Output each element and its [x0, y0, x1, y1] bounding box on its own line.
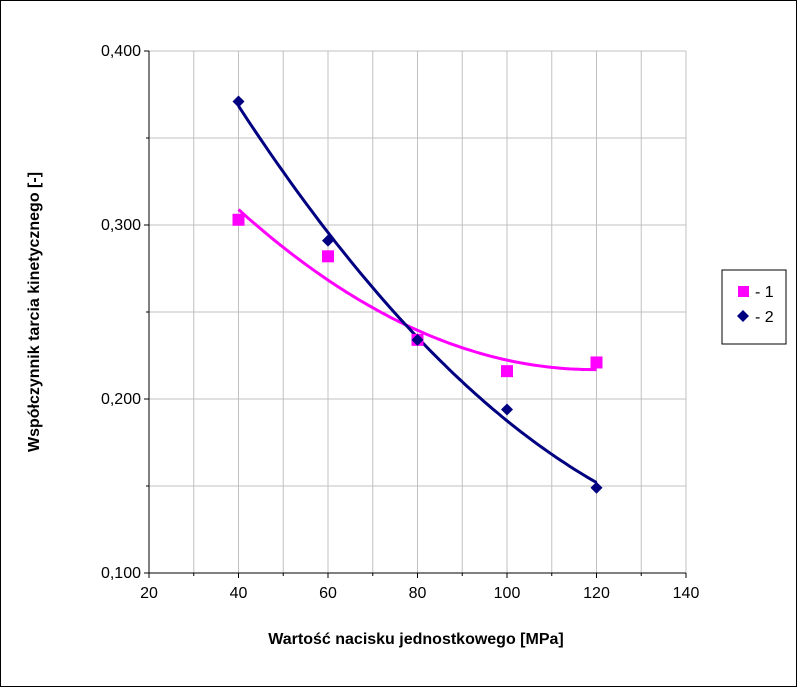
x-tick-label: 40	[230, 585, 248, 602]
x-tick-label: 20	[140, 585, 158, 602]
y-tick-label: 0,400	[101, 43, 141, 60]
x-tick-label: 60	[319, 585, 337, 602]
axes-layer	[144, 50, 687, 578]
legend: - 1 - 2	[721, 269, 787, 345]
y-tick-label: 0,300	[101, 217, 141, 234]
x-tick-label: 120	[583, 585, 610, 602]
data-point-series-2	[590, 481, 603, 494]
x-tick-label: 80	[409, 585, 427, 602]
data-point-series-2	[322, 234, 334, 247]
data-point-series-1	[590, 356, 603, 369]
legend-box	[721, 269, 787, 345]
data-point-series-1	[501, 365, 513, 378]
data-point-series-1	[232, 213, 245, 226]
legend-label-1: - 1	[755, 284, 774, 301]
x-tick-label: 140	[673, 585, 700, 602]
y-tick-label: 0,200	[101, 391, 141, 408]
data-point-series-2	[501, 403, 513, 416]
legend-label-2: - 2	[755, 309, 774, 326]
y-tick-label: 0,100	[101, 565, 141, 582]
data-point-series-2	[411, 333, 424, 346]
trendline-series-1	[237, 208, 597, 372]
grid-layer	[149, 50, 687, 573]
x-axis-title: Wartość nacisku jednostkowego [MPa]	[268, 631, 563, 648]
y-axis-title: Współczynnik tarcia kinetycznego [-]	[26, 172, 43, 452]
legend-marker-2	[737, 310, 749, 322]
label-layer: 0,100 0,200 0,300 0,400 20 40 60 80 100 120 140	[101, 43, 699, 602]
data-point-series-2	[232, 95, 245, 108]
data-point-series-1	[322, 250, 334, 263]
legend-marker-1	[738, 286, 749, 297]
x-tick-label: 100	[494, 585, 521, 602]
marker-layer	[232, 95, 603, 494]
